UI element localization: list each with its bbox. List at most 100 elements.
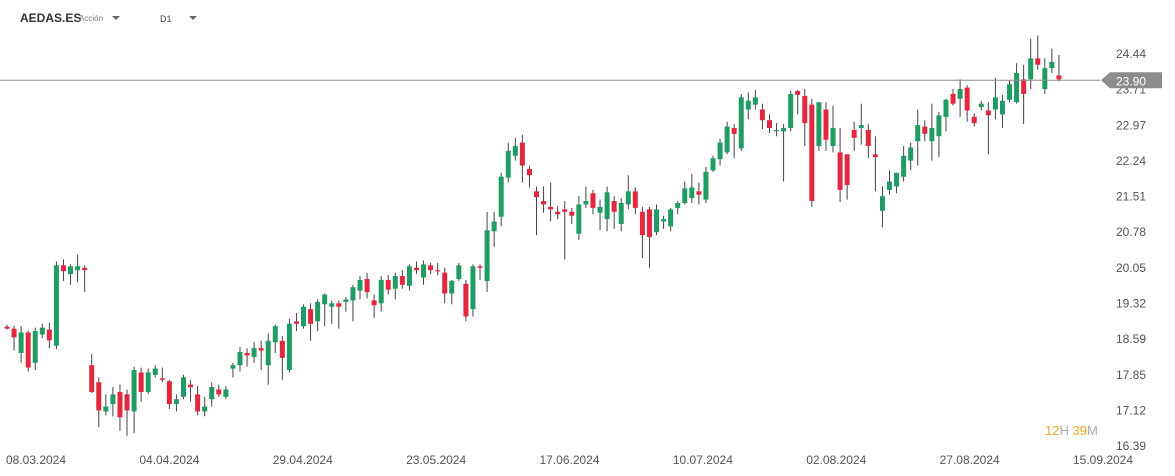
candle-down [851, 129, 857, 138]
candle-down [399, 276, 405, 285]
candle-down [759, 109, 765, 121]
candle-up [357, 279, 363, 291]
candle-down [865, 129, 871, 147]
candle-up [251, 348, 257, 357]
candle-down [413, 267, 419, 271]
candle-up [1007, 84, 1013, 100]
candle-down [548, 206, 554, 210]
candle-down [138, 372, 144, 392]
y-tick-label: 17.12 [1116, 403, 1146, 417]
candle-up [53, 265, 59, 346]
candle-up [1042, 68, 1048, 90]
candle-down [216, 389, 222, 395]
candle-down [569, 211, 575, 216]
candle-up [576, 204, 582, 234]
candle-up [738, 97, 744, 149]
candle-up [145, 372, 151, 392]
candle-down [25, 332, 31, 368]
candle-down [985, 110, 991, 116]
candle-up [894, 172, 900, 187]
candle-down [364, 278, 370, 293]
candle-down [428, 265, 434, 271]
candle-countdown: 12H 39M [1045, 423, 1098, 438]
candle-up [724, 126, 730, 153]
current-price-label: 23.90 [1116, 74, 1146, 88]
y-tick-label: 18.59 [1116, 332, 1146, 346]
candle-down [964, 87, 970, 111]
candle-down [809, 104, 815, 202]
candle-up [421, 264, 427, 278]
x-tick-label: 23.05.2024 [406, 453, 466, 467]
chevron-down-icon[interactable] [189, 16, 197, 20]
candle-up [512, 146, 518, 156]
candle-down [1021, 79, 1027, 94]
x-tick-label: 27.08.2024 [940, 453, 1000, 467]
candle-up [329, 303, 335, 307]
candle-up [470, 266, 476, 310]
candle-up [75, 266, 81, 271]
candle-up [654, 209, 660, 233]
countdown-hours: 12 [1045, 423, 1060, 438]
candle-up [103, 406, 109, 412]
candle-down [526, 168, 532, 176]
candle-up [1014, 72, 1020, 103]
candle-down [611, 201, 617, 212]
candle-up [717, 142, 723, 160]
candle-up [68, 266, 74, 275]
candle-up [703, 171, 709, 200]
y-tick-label: 19.32 [1116, 296, 1146, 310]
candle-down [188, 384, 194, 388]
candle-up [668, 209, 674, 227]
candle-down [731, 128, 737, 134]
candle-down [371, 300, 377, 306]
candle-down [844, 154, 850, 185]
candle-up [449, 280, 455, 294]
candle-up [887, 181, 892, 190]
candle-down [950, 93, 956, 104]
candle-up [781, 128, 787, 132]
candle-up [173, 399, 179, 405]
candle-down [60, 265, 66, 272]
candle-down [117, 391, 123, 418]
x-tick-label: 02.08.2024 [806, 453, 866, 467]
y-tick-label: 17.85 [1116, 368, 1146, 382]
y-tick-label: 20.78 [1116, 225, 1146, 239]
candle-up [456, 265, 462, 279]
timeframe-selector[interactable]: D1 [160, 14, 172, 24]
candle-up [315, 301, 321, 322]
candle-down [308, 309, 314, 324]
candle-up [618, 203, 624, 224]
candle-down [82, 267, 88, 271]
candle-down [279, 340, 285, 358]
candle-up [957, 89, 963, 99]
candle-up [301, 306, 307, 327]
candle-up [343, 299, 349, 302]
candle-down [477, 266, 483, 268]
candle-down [159, 378, 165, 380]
y-tick-label: 20.05 [1116, 261, 1146, 275]
candle-up [908, 147, 914, 161]
candle-up [583, 201, 589, 205]
candle-down [696, 191, 702, 195]
x-tick-label: 10.07.2024 [673, 453, 733, 467]
candle-up [181, 377, 186, 397]
candle-down [632, 191, 638, 208]
candle-down [1035, 58, 1041, 65]
candle-up [745, 100, 751, 110]
chevron-down-icon[interactable] [112, 16, 120, 20]
x-tick-label: 08.03.2024 [6, 453, 66, 467]
y-tick-label: 24.44 [1116, 47, 1146, 61]
candle-down [195, 394, 201, 412]
symbol-label: AEDAS.ES [20, 11, 82, 25]
candles-layer [4, 35, 1062, 436]
candle-up [710, 158, 716, 171]
candle-down [646, 209, 652, 238]
candle-down [639, 211, 645, 236]
candle-down [590, 193, 596, 208]
candle-down [1056, 75, 1062, 80]
candle-up [625, 191, 631, 205]
candle-up [237, 352, 243, 366]
candle-up [322, 294, 328, 305]
y-tick-label: 22.97 [1116, 119, 1146, 133]
